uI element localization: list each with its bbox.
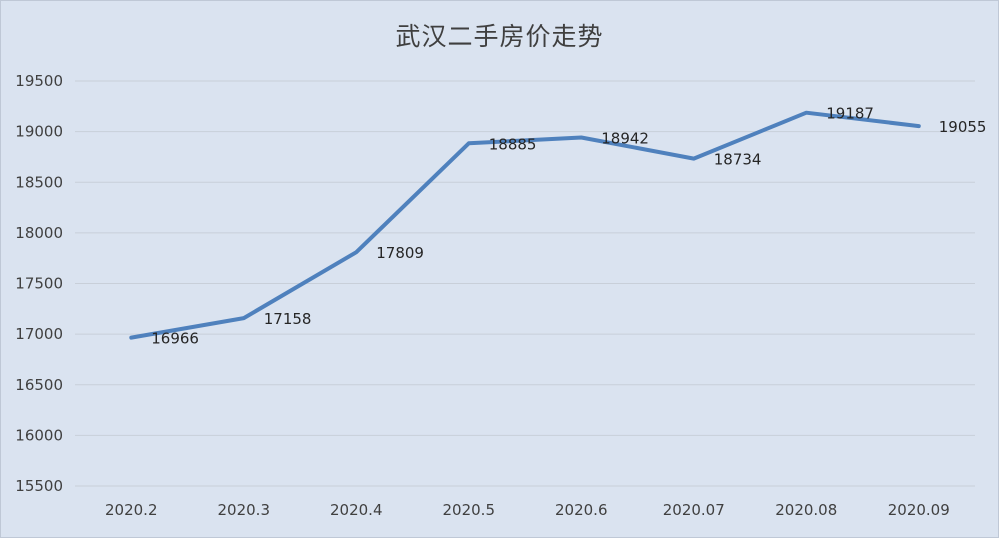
chart-title: 武汉二手房价走势 [395, 22, 604, 51]
y-tick-label: 17000 [15, 325, 63, 343]
data-label: 17809 [376, 244, 424, 262]
data-label: 18942 [601, 129, 649, 147]
x-tick-label: 2020.2 [105, 501, 158, 519]
x-tick-label: 2020.3 [218, 501, 271, 519]
y-tick-label: 18500 [15, 173, 63, 191]
y-tick-label: 17500 [15, 275, 63, 293]
x-tick-label: 2020.08 [775, 501, 837, 519]
y-tick-label: 15500 [15, 477, 63, 495]
x-tick-label: 2020.09 [888, 501, 950, 519]
x-tick-label: 2020.6 [555, 501, 608, 519]
series-line [129, 110, 921, 340]
y-tick-label: 18000 [15, 224, 63, 242]
data-label: 19055 [939, 118, 987, 136]
x-tick-label: 2020.4 [330, 501, 383, 519]
data-label: 17158 [264, 310, 312, 328]
y-tick-label: 16500 [15, 376, 63, 394]
data-label: 18885 [489, 135, 537, 153]
data-label: 19187 [826, 105, 874, 123]
x-tick-label: 2020.5 [443, 501, 496, 519]
data-label: 18734 [714, 151, 762, 169]
y-tick-label: 19000 [15, 123, 63, 141]
y-tick-label: 19500 [15, 72, 63, 90]
x-tick-label: 2020.07 [663, 501, 725, 519]
data-label: 16966 [151, 330, 199, 348]
y-tick-label: 16000 [15, 426, 63, 444]
